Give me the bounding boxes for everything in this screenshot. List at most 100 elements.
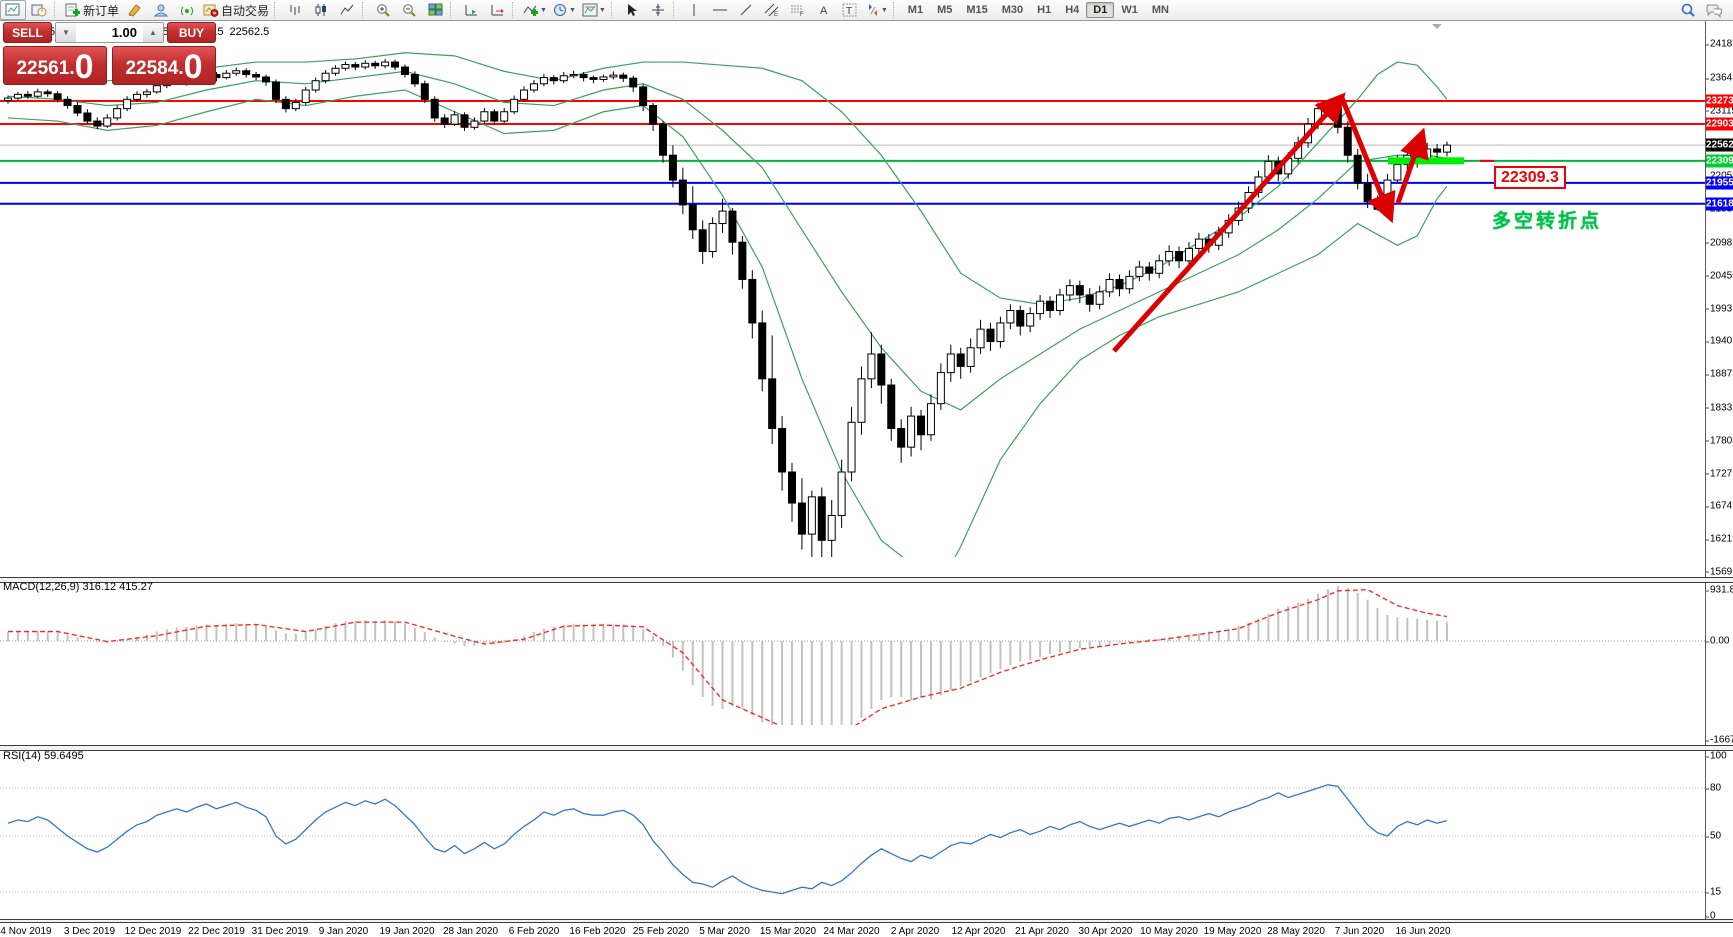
dropdown-arrow-icon: ▼: [880, 6, 888, 14]
macd-label: MACD(12,26,9) 316.12 415.27: [3, 581, 153, 593]
price-level-badge: 22562.5: [1706, 138, 1733, 152]
trend-arrows[interactable]: [1112, 92, 1494, 353]
date-label: 16 Jun 2020: [1395, 926, 1451, 937]
sell-price-dot: .: [69, 58, 75, 79]
chart-window[interactable]: 24187.023643.023115.022059.021531.020987…: [0, 20, 1733, 937]
text-button[interactable]: A: [811, 0, 837, 20]
new-order-button[interactable]: 新订单: [62, 0, 122, 20]
profiles-button[interactable]: [26, 0, 52, 20]
rsi-layer: [0, 784, 1705, 895]
timeframe-button-h4[interactable]: H4: [1065, 4, 1080, 16]
sell-price-main: 22561: [16, 58, 70, 79]
bollinger-bands: [7, 52, 1448, 557]
zoom-in-button[interactable]: [370, 0, 396, 20]
date-label: 21 Apr 2020: [1015, 926, 1069, 937]
arrows-objects-icon: [866, 3, 880, 17]
line-chart-button[interactable]: [334, 0, 360, 20]
price-tick: 18875.0: [1705, 369, 1733, 380]
new-chart-button[interactable]: [0, 0, 26, 20]
chart-shift-marker[interactable]: [1432, 24, 1442, 29]
auto-trading-button[interactable]: 自动交易: [200, 0, 272, 20]
equidistant-channel-button[interactable]: E: [759, 0, 785, 20]
ohlc-close: 22562.5: [229, 26, 270, 38]
horizontal-line-button[interactable]: [707, 0, 733, 20]
price-tick: 50: [1705, 830, 1722, 842]
chart-shift-icon: [490, 3, 505, 17]
buy-price-display[interactable]: 22584. 0: [112, 46, 216, 85]
date-label: 6 Feb 2020: [508, 926, 560, 937]
timeframe-button-w1[interactable]: W1: [1121, 4, 1138, 16]
auto-trading-icon: [203, 3, 219, 17]
sell-price-big-digit: 0: [74, 48, 94, 86]
date-label: 28 Jan 2020: [442, 926, 499, 937]
periods-button[interactable]: ▼: [550, 0, 579, 20]
arrows-objects-button[interactable]: ▼: [863, 0, 891, 20]
bar-chart-icon: [288, 3, 302, 17]
tile-windows-button[interactable]: [422, 0, 448, 20]
vertical-line-icon: [689, 3, 699, 17]
auto-scroll-button[interactable]: [458, 0, 484, 20]
toolbar-separator: [362, 2, 368, 18]
community-button[interactable]: [148, 0, 174, 20]
line-chart-icon: [340, 3, 354, 17]
date-label: 2 Apr 2020: [890, 926, 940, 937]
fibonacci-button[interactable]: F: [785, 0, 811, 20]
new-order-label: 新订单: [83, 3, 120, 18]
date-label: 12 Apr 2020: [951, 926, 1006, 937]
chat-button[interactable]: [1701, 0, 1727, 20]
date-label: 7 Jun 2020: [1334, 926, 1385, 937]
vertical-line-button[interactable]: [681, 0, 707, 20]
price-tick: 0: [1706, 910, 1716, 922]
timeframe-button-m5[interactable]: M5: [937, 4, 953, 16]
search-button[interactable]: [1675, 0, 1701, 20]
templates-button[interactable]: ▼: [579, 0, 609, 20]
buy-button[interactable]: BUY: [167, 22, 216, 43]
trendline-button[interactable]: [733, 0, 759, 20]
auto-trading-label: 自动交易: [221, 3, 270, 18]
candlestick-chart-button[interactable]: [308, 0, 334, 20]
search-icon: [1680, 3, 1696, 18]
zoom-out-button[interactable]: [396, 0, 422, 20]
price-callout-box[interactable]: 22309.3: [1494, 166, 1566, 189]
signals-button[interactable]: [174, 0, 200, 20]
date-label: 22 Dec 2019: [188, 926, 245, 937]
rsi-splitter[interactable]: [0, 745, 1733, 751]
macd-splitter[interactable]: [0, 577, 1733, 583]
text-label-button[interactable]: T: [837, 0, 863, 20]
new-order-icon: [65, 3, 81, 17]
chart-shift-button[interactable]: [484, 0, 510, 20]
toolbar-separator: [450, 2, 456, 18]
price-tick: 15691.0: [1705, 566, 1733, 577]
date-label: 12 Dec 2019: [124, 926, 182, 937]
timeframe-button-m15[interactable]: M15: [966, 4, 988, 16]
metaeditor-button[interactable]: [122, 0, 148, 20]
main-toolbar: 新订单 自动交易 ▼ ▼ ▼ E F A T ▼ M1 M5 M15 M30 H1 H4 D…: [0, 0, 1733, 21]
cursor-button[interactable]: [619, 0, 645, 20]
date-label: 9 Jan 2020: [318, 926, 369, 937]
timeframe-button-mn[interactable]: MN: [1151, 4, 1169, 16]
timeframe-button-d1[interactable]: D1: [1086, 2, 1115, 18]
community-icon: [153, 3, 169, 17]
date-label: 19 Jan 2020: [379, 926, 435, 937]
bar-chart-button[interactable]: [282, 0, 308, 20]
volume-up-button[interactable]: ▲: [143, 23, 163, 42]
sell-button[interactable]: SELL: [3, 22, 52, 43]
timeframe-button-h1[interactable]: H1: [1037, 4, 1052, 16]
text-label-icon: T: [842, 3, 857, 17]
text-icon: A: [818, 3, 830, 17]
volume-down-button[interactable]: ▼: [56, 23, 76, 42]
svg-text:A: A: [820, 5, 828, 17]
sell-price-display[interactable]: 22561. 0: [3, 46, 107, 85]
timeframe-button-m1[interactable]: M1: [907, 4, 924, 16]
volume-value[interactable]: 1.00: [111, 25, 137, 40]
date-label: 30 Apr 2020: [1078, 926, 1133, 937]
time-axis[interactable]: 4 Nov 2019 3 Dec 2019 12 Dec 2019 22 Dec 20…: [0, 924, 1733, 937]
price-tick: 15: [1705, 886, 1722, 898]
indicators-button[interactable]: ▼: [520, 0, 550, 20]
svg-text:F: F: [800, 12, 804, 17]
timeframe-button-m30[interactable]: M30: [1001, 4, 1024, 16]
price-axis[interactable]: 24187.023643.023115.022059.021531.020987…: [1705, 20, 1733, 922]
toolbar-separator: [274, 2, 280, 18]
crosshair-button[interactable]: [645, 0, 671, 20]
cn-annotation-text[interactable]: 多空转折点: [1492, 211, 1603, 232]
